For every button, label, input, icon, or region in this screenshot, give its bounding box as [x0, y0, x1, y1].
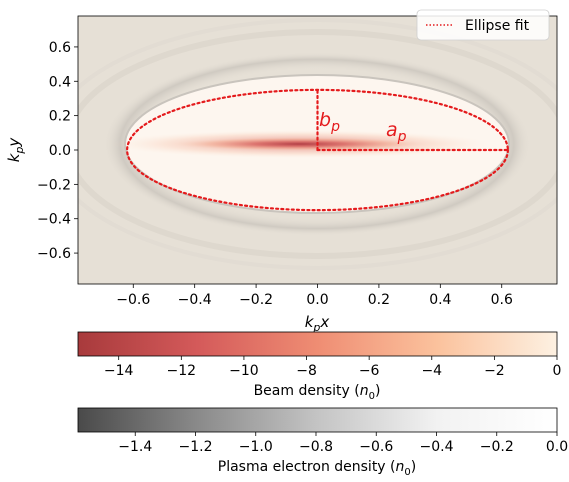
- colorbar-tick-label: −8: [296, 363, 317, 379]
- y-axis-ticks: 0.6 0.4 0.2 0.0 −0.2 −0.4 −0.6: [37, 40, 78, 262]
- plot-area: −0.6 −0.4 −0.2 0.0 0.2 0.4 0.6 0.60.40.20.0−0.…: [37, 15, 558, 308]
- plasma-colorbar: −1.4 −1.2 −1.0 −0.8 −0.6 −0.4 −0.2 0.0 Plasma e…: [77, 407, 568, 478]
- faint-wake-ring: [78, 18, 557, 270]
- x-tick-label: −0.2: [239, 292, 273, 308]
- colorbar-tick-label: 0.0: [546, 439, 568, 455]
- x-axis-ticks: −0.6 −0.4 −0.2 0.0 0.2 0.4 0.6: [116, 284, 513, 308]
- plasma-colorbar-gradient: [77, 407, 558, 433]
- colorbar-tick-label: −1.4: [118, 439, 152, 455]
- faint-wake-ring: [78, 29, 557, 259]
- legend-box: [416, 9, 550, 41]
- beam-colorbar: −14 −12 −10 −8 −6 −4 −2 0 Beam density (n0): [77, 331, 562, 402]
- plasma-colorbar-ticks: −1.4 −1.2 −1.0 −0.8 −0.6 −0.4 −0.2 0.0: [118, 432, 568, 455]
- annotation-a-p: ap: [386, 119, 407, 145]
- colorbar-tick-label: −4: [421, 363, 442, 379]
- colorbar-tick-label: −10: [229, 363, 259, 379]
- beam-colorbar-gradient: [77, 331, 558, 357]
- colorbar-tick-label: −2: [484, 363, 505, 379]
- x-tick-label: 0.6: [491, 292, 513, 308]
- y-tick-label: −0.2: [37, 177, 71, 193]
- legend-label: Ellipse fit: [465, 18, 530, 34]
- annotation-b-p: bp: [319, 109, 340, 135]
- colorbar-tick-label: −14: [104, 363, 134, 379]
- plasma-colorbar-label: Plasma electron density (n0): [218, 459, 416, 478]
- y-axis-label: kpy: [5, 137, 26, 163]
- colorbar-tick-label: −0.2: [480, 439, 514, 455]
- y-tick-label: −0.6: [37, 246, 71, 262]
- beam-colorbar-label: Beam density (n0): [254, 383, 381, 402]
- y-tick-label: 0.0: [49, 143, 71, 159]
- x-tick-label: 0.4: [429, 292, 451, 308]
- colorbar-tick-label: −1.2: [178, 439, 212, 455]
- x-tick-label: 0.2: [368, 292, 390, 308]
- y-tick-label: 0.4: [49, 74, 71, 90]
- y-tick-label: 0.6: [49, 40, 71, 56]
- ellipse-fit-overlay: [126, 88, 509, 212]
- colorbar-tick-label: −0.6: [359, 439, 393, 455]
- x-tick-label: 0.0: [306, 292, 328, 308]
- x-tick-label: −0.6: [116, 292, 150, 308]
- beam-core: [170, 137, 430, 151]
- colorbar-tick-label: 0: [553, 363, 562, 379]
- legend: Ellipse fit: [416, 9, 550, 41]
- x-axis-label: kpx: [305, 313, 330, 334]
- colorbar-tick-label: −12: [167, 363, 197, 379]
- colorbar-tick-label: −6: [359, 363, 380, 379]
- colorbar-tick-label: −0.4: [419, 439, 453, 455]
- y-tick-label: 0.2: [49, 109, 71, 125]
- beam-colorbar-ticks: −14 −12 −10 −8 −6 −4 −2 0: [104, 356, 562, 379]
- y-tick-label: −0.4: [37, 212, 71, 228]
- colorbar-tick-label: −0.8: [299, 439, 333, 455]
- x-tick-label: −0.4: [178, 292, 212, 308]
- colorbar-tick-label: −1.0: [239, 439, 273, 455]
